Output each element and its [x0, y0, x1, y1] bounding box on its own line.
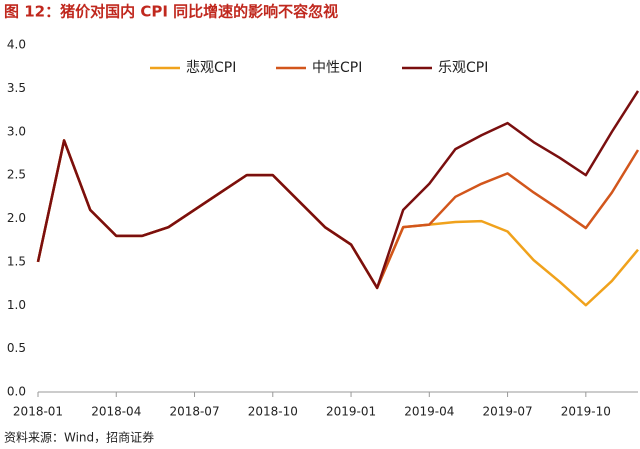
y-tick-label: 3.5 [7, 81, 26, 95]
x-tick-label: 2018-10 [248, 405, 298, 419]
legend-label: 乐观CPI [438, 60, 488, 76]
y-tick-label: 0.5 [7, 341, 26, 355]
x-tick-label: 2019-01 [326, 405, 376, 419]
chart-title: 图 12：猪价对国内 CPI 同比增速的影响不容忽视 [4, 3, 338, 21]
y-tick-label: 1.5 [7, 254, 26, 268]
y-tick-label: 0.0 [7, 385, 26, 399]
y-tick-label: 3.0 [7, 124, 26, 138]
x-tick-label: 2019-07 [482, 405, 532, 419]
y-tick-label: 2.0 [7, 211, 26, 225]
source-note: 资料来源：Wind，招商证券 [4, 430, 154, 445]
legend-label: 悲观CPI [186, 59, 236, 76]
x-tick-label: 2018-07 [169, 405, 219, 419]
series-line [36, 139, 640, 290]
series-line [36, 139, 639, 307]
y-tick-label: 1.0 [7, 298, 26, 312]
y-tick-label: 4.0 [7, 38, 26, 52]
x-tick-label: 2018-01 [13, 405, 63, 419]
series-line [36, 90, 640, 290]
y-tick-label: 2.5 [7, 168, 26, 182]
x-tick-label: 2018-04 [91, 405, 141, 419]
x-tick-label: 2019-04 [404, 405, 454, 419]
legend-label: 中性CPI [312, 60, 362, 76]
x-tick-label: 2019-10 [561, 405, 611, 419]
